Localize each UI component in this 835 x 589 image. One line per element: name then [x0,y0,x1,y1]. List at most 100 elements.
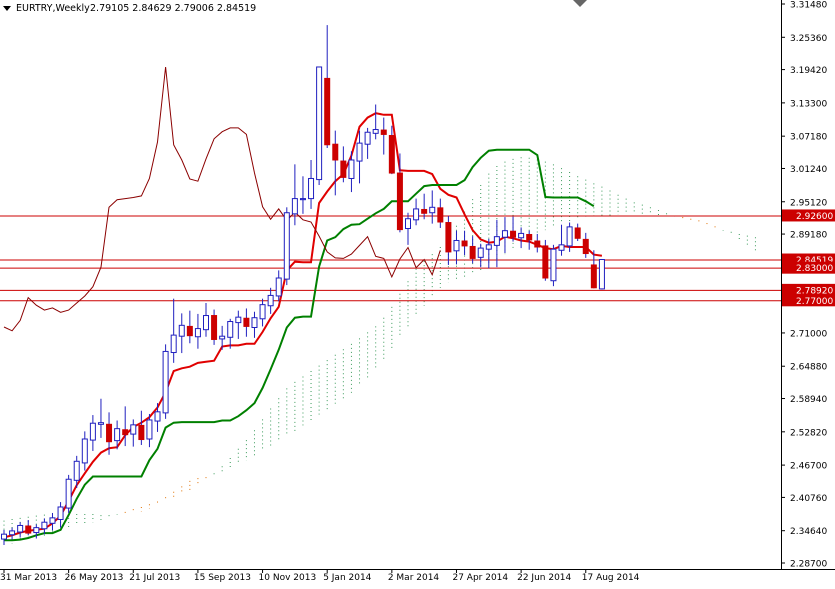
price-level-tag-label: 2.78920 [796,286,833,296]
candle-bull [194,328,201,338]
candle-bull [114,428,121,442]
price-tick-label: 3.13300 [790,99,827,109]
time-tick-label: 15 Sep 2013 [194,573,251,583]
price-tick-label: 2.40760 [790,494,827,504]
candle-bull [348,159,355,179]
time-tick-label: 21 Jul 2013 [129,573,180,583]
candle-bull [566,226,573,247]
price-level-tag-label: 2.84519 [796,256,833,266]
time-tick-label: 5 Jan 2014 [323,573,371,583]
candle-bull [453,239,460,252]
candle-bear [437,207,444,223]
candle-bear [211,315,218,340]
price-tick-label: 2.52820 [790,428,827,438]
time-axis: 31 Mar 2013 26 May 2013 21 Jul 2013 15 Sep … [0,569,640,583]
candle-bear [122,429,129,436]
candle-bull [65,478,72,509]
candle-bull [203,315,209,331]
candle-bull [316,66,323,181]
candle-bull [1,533,7,540]
candle-bear [186,325,193,337]
candle-bull [283,212,290,280]
candle-bull [291,198,298,215]
candle-bear [534,240,541,248]
candle-bull [308,177,315,200]
candle-bull [41,521,48,530]
candle-bull [170,334,177,354]
price-tick-label: 2.71000 [790,329,827,339]
time-tick-label: 27 Apr 2014 [452,573,508,583]
candle-bull [9,530,16,536]
price-tick-label: 3.31480 [790,1,827,11]
candle-bull [598,259,605,290]
shift-marker-icon[interactable] [573,0,587,7]
time-tick-label: 17 Aug 2014 [582,573,640,583]
price-tick-label: 3.25360 [790,34,827,44]
price-level-tag [782,209,835,222]
axes [0,0,835,570]
candle-bull [81,438,88,464]
candle-bull [259,304,266,320]
candle-bull [73,460,80,481]
price-axis: 3.31480 3.25360 3.19420 3.13300 3.07180 3.012… [781,1,827,570]
candle-bull [405,218,411,230]
candle-bull [89,422,96,441]
candle-bull [501,230,508,238]
price-tick-label: 2.34640 [790,527,827,537]
dropdown-triangle-icon[interactable] [3,6,11,11]
candle-bear [590,264,597,289]
candle-bull [485,244,492,250]
time-tick-label: 22 Jun 2014 [517,573,571,583]
candle-bear [469,245,476,259]
candle-bear [461,240,468,247]
time-tick-label: 10 Nov 2013 [259,573,317,583]
candle-bull [493,236,500,246]
candle-bull [356,142,363,162]
candle-bear [324,77,331,146]
candles [1,25,605,546]
symbol-label: EURTRY,Weekly [16,3,90,14]
candle-bear [542,245,549,279]
candle-bear [574,227,581,239]
candle-bull [17,524,24,533]
price-tick-label: 2.46700 [790,462,827,472]
candle-bull [162,350,169,414]
candle-bull [413,208,420,221]
candle-bear [138,424,145,441]
candle-bull [97,422,104,425]
candle-bull [130,424,137,435]
candle-bear [25,525,32,534]
time-tick-label: 26 May 2013 [65,573,124,583]
price-tick-label: 2.89180 [790,231,827,241]
price-tick-label: 2.28700 [790,560,827,570]
price-tick-label: 2.58940 [790,395,827,405]
candle-bull [49,517,56,524]
candle-bull [558,244,565,251]
candle-bull [372,129,379,134]
candle-bear [582,238,589,255]
price-level-tag [782,294,835,307]
chikou-line [3,66,441,332]
price-level-tag-label: 2.92600 [796,212,833,222]
candle-bull [154,411,161,422]
candle-bull [299,198,306,201]
candle-bull [429,206,436,214]
price-tick-label: 2.95120 [790,198,827,208]
candle-bull [477,247,484,258]
price-tick-label: 3.19420 [790,66,827,76]
indicator-lines [3,66,603,542]
candle-bull [178,324,185,337]
time-tick-label: 2 Mar 2014 [388,573,440,583]
candle-bull [235,316,242,324]
kijun-line [4,148,595,542]
candle-bull [227,321,234,338]
candle-bear [445,222,452,253]
candle-bear [421,208,428,214]
ohlc-values: 2.79105 2.84629 2.79006 2.84519 [90,3,256,14]
candle-bull [33,527,40,534]
price-tick-label: 2.64880 [790,363,827,373]
candle-bull [219,335,226,340]
